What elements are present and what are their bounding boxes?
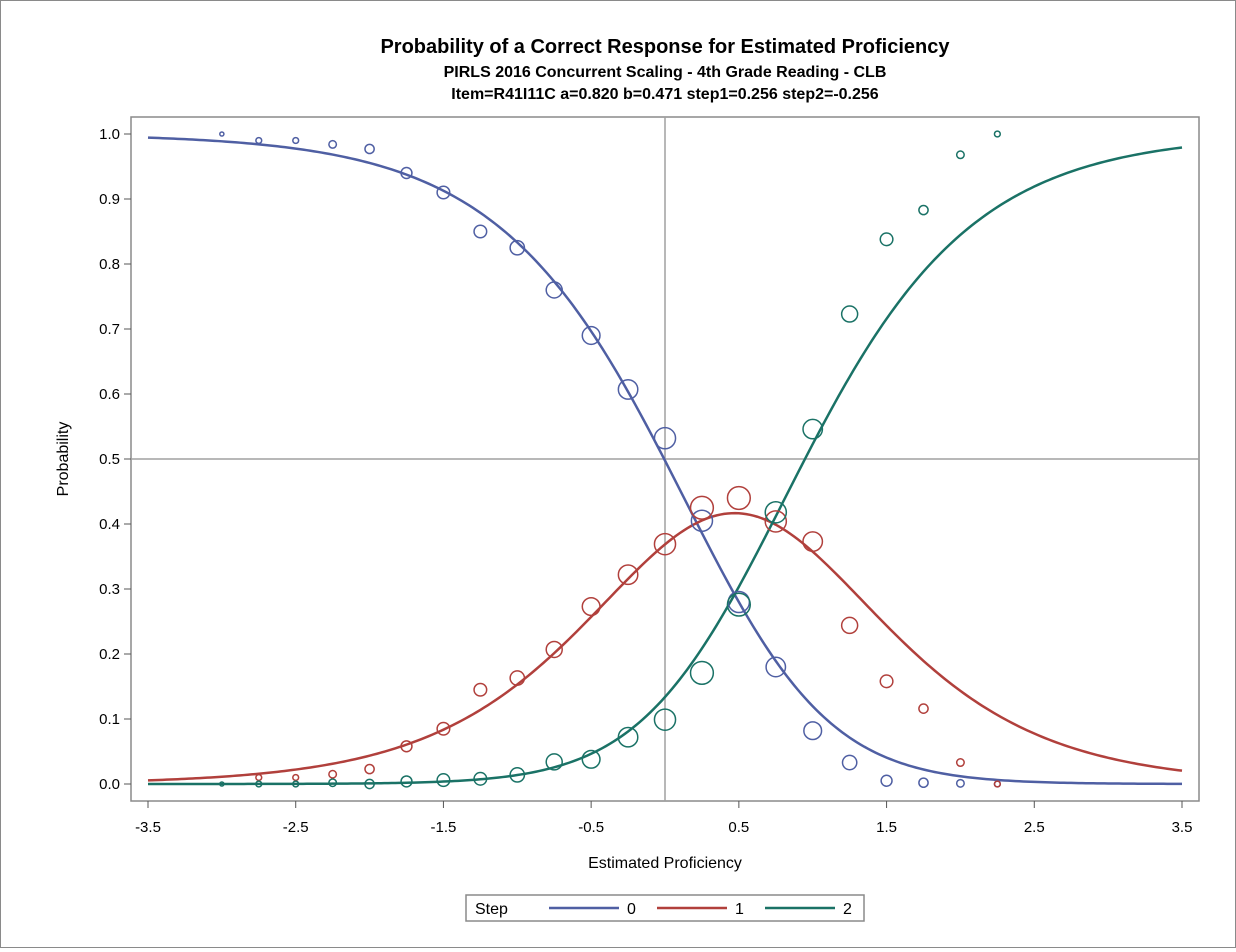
series-1-point (955, 758, 965, 768)
chart-subtitle-2: Item=R41I11C a=0.820 b=0.471 step1=0.256… (451, 86, 879, 103)
series-2-point (689, 660, 715, 685)
y-tick-label: 0.6 (99, 386, 120, 403)
plot-area: -3.5 -2.5 -1.5 -0.5 0.5 1.5 2.5 3.5 0.0 0.1 0.2 0.3… (99, 116, 1200, 836)
series-0-point (765, 656, 787, 678)
series-1-point (364, 763, 375, 775)
series-1-point (328, 769, 338, 779)
series-2-point (764, 501, 788, 524)
y-tick-label: 0.9 (99, 191, 120, 208)
x-tick-label: -2.5 (283, 819, 309, 836)
y-tick-label: 0.0 (99, 776, 120, 793)
series-2-point (653, 708, 677, 731)
series-0-point (918, 777, 929, 789)
series-1-point (726, 485, 752, 511)
legend-label-0: 0 (627, 901, 636, 918)
series-0-point (436, 185, 451, 200)
series-1-point (292, 773, 300, 782)
series-2-point (292, 780, 300, 788)
x-tick-label: -0.5 (578, 819, 604, 836)
series-1-point (653, 532, 677, 556)
x-tick-label: 0.5 (728, 819, 749, 836)
series-2-point (509, 767, 526, 783)
legend: Step 0 1 2 (465, 894, 865, 922)
x-tick-label: 1.5 (876, 819, 897, 836)
series-0-point (509, 239, 526, 256)
x-tick-label: -3.5 (135, 819, 161, 836)
y-axis-label: Probability (55, 422, 72, 497)
series-2-point (993, 130, 1002, 138)
series-0-point (473, 224, 488, 239)
series-0-point (400, 166, 413, 180)
series-1-point (545, 640, 563, 659)
series-1-point (617, 564, 639, 586)
series-1-point (689, 495, 715, 520)
series-1-point (764, 510, 788, 533)
series-0-point (219, 131, 225, 137)
series-2-point (581, 749, 601, 769)
y-tick-label: 0.1 (99, 711, 120, 728)
chart-subtitle-1: PIRLS 2016 Concurrent Scaling - 4th Grad… (444, 64, 887, 81)
y-tick-label: 0.5 (99, 451, 120, 468)
series-1-point (436, 721, 451, 736)
y-tick-label: 0.2 (99, 646, 120, 663)
legend-title: Step (475, 901, 508, 918)
series-1-curve (147, 511, 1183, 782)
series-2-point (255, 780, 263, 788)
series-2-point (918, 204, 929, 216)
series-1-point (509, 670, 526, 686)
series-2-point (955, 150, 965, 160)
series-2-point (545, 753, 563, 771)
series-1-point (879, 674, 894, 689)
series-0-point (653, 426, 677, 450)
series-0-point (328, 139, 338, 149)
x-tick-label: 2.5 (1024, 819, 1045, 836)
series-2-point (802, 418, 824, 440)
series-2-point (473, 771, 488, 786)
series-2-point (617, 726, 639, 748)
series-2-point (328, 778, 338, 788)
legend-entries: 0 1 2 (549, 901, 852, 918)
series-2-point (879, 232, 894, 247)
series-2-point (219, 781, 225, 787)
series-1-point (993, 780, 1002, 788)
series-2-curve (148, 146, 1183, 786)
series-1-point (400, 740, 413, 753)
series-0-point (617, 379, 639, 400)
series-2-point (436, 773, 451, 788)
series-2-point (840, 305, 859, 323)
series-1-point (802, 531, 824, 552)
y-tick-label: 0.3 (99, 581, 120, 598)
x-axis-label: Estimated Proficiency (588, 855, 742, 872)
y-tick-label: 0.8 (99, 256, 120, 273)
series-1-point (918, 703, 929, 714)
chart-title: Probability of a Correct Response for Es… (380, 36, 950, 58)
series-0-curve (147, 136, 1183, 786)
series-2-point (726, 592, 752, 617)
x-tick-label: -1.5 (430, 819, 456, 836)
y-tick-label: 1.0 (99, 126, 120, 143)
x-tick-label: 3.5 (1172, 819, 1193, 836)
y-tick-label: 0.4 (99, 516, 120, 533)
series-0-point (364, 143, 375, 155)
series-2-point (400, 775, 413, 788)
series-0-point (880, 774, 893, 787)
series-1-point (840, 616, 859, 635)
series-1-point (473, 682, 488, 697)
series-1-point (255, 773, 263, 782)
series-1-point (581, 596, 601, 617)
series-0-point (690, 509, 714, 533)
series-0-point (292, 136, 300, 145)
series-2-point (364, 778, 375, 790)
series-0-point (803, 721, 823, 741)
legend-label-2: 2 (843, 901, 852, 918)
series-0-point (255, 136, 263, 145)
series-0-point (841, 754, 858, 771)
series-0-point (545, 281, 563, 299)
y-tick-label: 0.7 (99, 321, 120, 338)
series-0-point (581, 325, 601, 346)
legend-label-1: 1 (735, 901, 744, 918)
series-0-point (955, 778, 965, 788)
